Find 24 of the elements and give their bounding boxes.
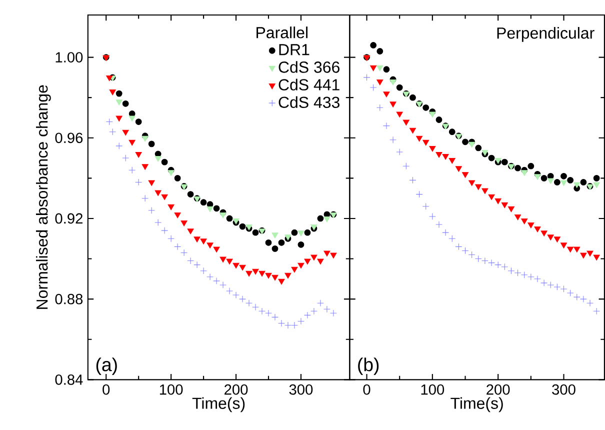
x-tick-label: 100 — [160, 384, 183, 395]
annotation: (b) — [358, 358, 379, 376]
y-tick-label: 1.00 — [56, 52, 83, 63]
y-axis-title: Normalised absorbance change — [36, 85, 51, 310]
legend-label: CdS 366 — [278, 61, 340, 74]
x-tick-label: 300 — [552, 384, 576, 395]
y-tick-label: 0.84 — [55, 374, 83, 386]
x-tick-label: 300 — [289, 384, 313, 395]
x-tick-label: 200 — [224, 384, 248, 395]
legend-title: Parallel — [256, 26, 308, 38]
annotation: (a) — [96, 358, 117, 376]
legend-label: CdS 441 — [278, 78, 340, 91]
legend-label: CdS 433 — [278, 96, 340, 108]
y-tick-label: 0.92 — [55, 213, 82, 224]
x-tick-label: 100 — [421, 384, 444, 395]
text: Perpendicular — [497, 27, 594, 42]
legend-label: DR1 — [279, 44, 310, 56]
x-tick-label: 0 — [102, 384, 110, 395]
y-tick-label: 0.88 — [55, 294, 83, 304]
x-axis-title: Time(s) — [450, 397, 503, 412]
x-tick-label: 200 — [486, 384, 510, 395]
y-tick-label: 0.96 — [55, 132, 83, 144]
x-tick-label: 0 — [363, 384, 370, 395]
x-axis-title: Time(s) — [192, 397, 245, 412]
